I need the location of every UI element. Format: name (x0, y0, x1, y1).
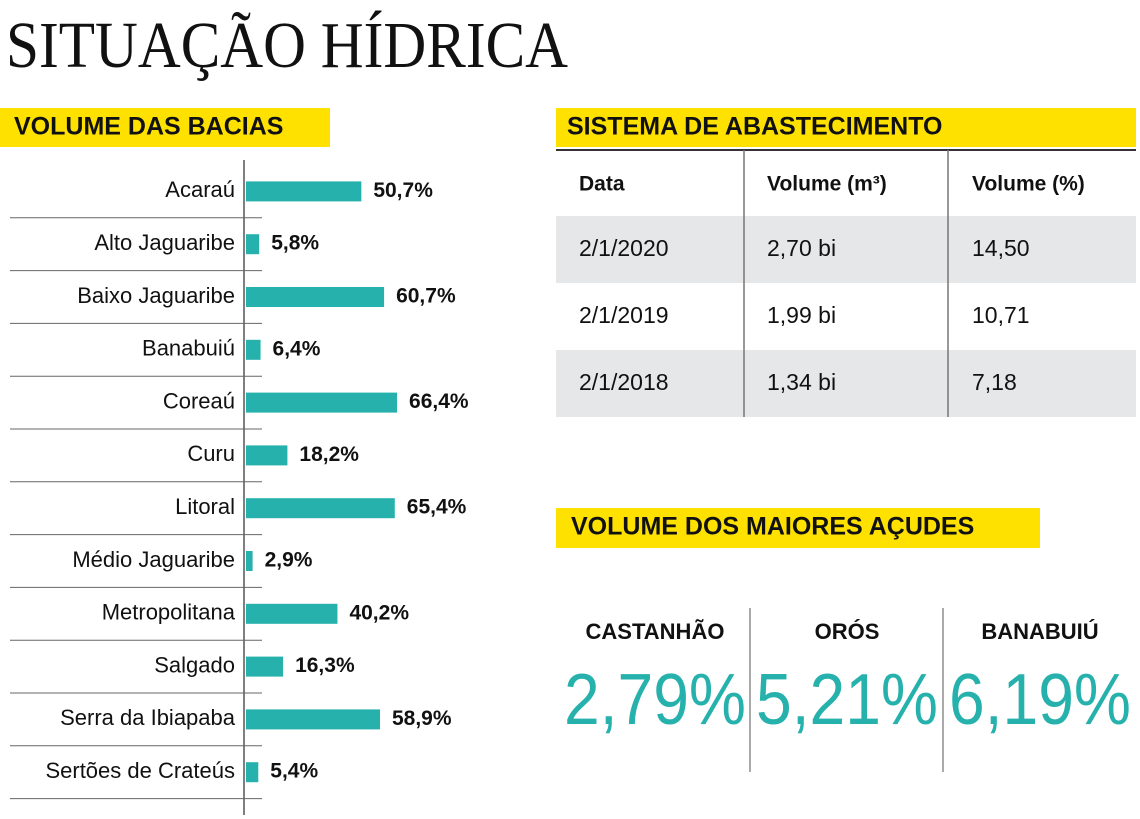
table-header: Volume (m³) (767, 173, 887, 196)
table-header: Volume (%) (972, 173, 1085, 196)
bar (246, 498, 395, 519)
category-label: Alto Jaguaribe (94, 230, 235, 255)
value-label: 50,7% (373, 179, 433, 202)
value-label: 60,7% (396, 285, 456, 308)
bar (246, 287, 385, 307)
table-row-bg (556, 350, 1136, 417)
table-cell: 2,70 bi (767, 235, 836, 261)
bar (246, 551, 253, 571)
reservoir-value: 2,79% (564, 660, 746, 740)
table-cell: 2/1/2018 (579, 369, 669, 395)
bar (246, 656, 284, 677)
value-label: 16,3% (295, 654, 355, 677)
section-band (556, 108, 1136, 147)
reservoir-name: BANABUIÚ (981, 619, 1098, 644)
value-label: 5,4% (270, 760, 318, 783)
chart-title: VOLUME DAS BACIAS (14, 113, 283, 141)
section-band (0, 108, 330, 147)
table-cell: 14,50 (972, 235, 1030, 261)
value-label: 18,2% (299, 443, 359, 466)
value-label: 2,9% (265, 549, 313, 572)
page-title: SITUAÇÃO HÍDRICA (6, 9, 568, 82)
table-cell: 10,71 (972, 302, 1030, 328)
category-label: Banabuiú (142, 336, 235, 361)
category-label: Curu (187, 441, 235, 466)
table-cell: 1,99 bi (767, 302, 836, 328)
value-label: 6,4% (273, 337, 321, 360)
bar (246, 603, 338, 624)
section-band (556, 508, 1040, 548)
value-label: 65,4% (407, 496, 467, 519)
reservoir-name: ORÓS (815, 619, 880, 644)
reservoir-value: 5,21% (756, 660, 938, 740)
category-label: Coreaú (163, 388, 235, 413)
table-title: SISTEMA DE ABASTECIMENTO (567, 113, 943, 141)
reservoir-value: 6,19% (949, 660, 1131, 740)
category-label: Salgado (154, 652, 235, 677)
bar (246, 709, 380, 730)
bar (246, 762, 259, 783)
bar (246, 181, 362, 202)
category-label: Médio Jaguaribe (72, 547, 235, 572)
category-label: Litoral (175, 494, 235, 519)
reservoir-name: CASTANHÃO (586, 619, 725, 644)
bar (246, 445, 288, 466)
category-label: Baixo Jaguaribe (77, 283, 235, 308)
category-label: Acaraú (165, 177, 235, 202)
value-label: 58,9% (392, 707, 452, 730)
value-label: 5,8% (271, 232, 319, 255)
table-row-bg (556, 216, 1136, 283)
table-cell: 7,18 (972, 369, 1017, 395)
table-header: Data (579, 173, 625, 196)
bar (246, 339, 261, 360)
category-label: Metropolitana (102, 600, 236, 625)
section-title: VOLUME DOS MAIORES AÇUDES (571, 513, 974, 541)
bar (246, 234, 260, 255)
value-label: 40,2% (349, 601, 409, 624)
table-cell: 2/1/2019 (579, 302, 669, 328)
bar (246, 392, 398, 413)
table-cell: 2/1/2020 (579, 235, 669, 261)
category-label: Serra da Ibiapaba (60, 705, 236, 730)
value-label: 66,4% (409, 390, 469, 413)
table-cell: 1,34 bi (767, 369, 836, 395)
category-label: Sertões de Crateús (45, 758, 235, 783)
